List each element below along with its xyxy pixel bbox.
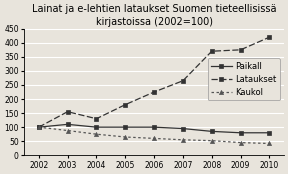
Kaukol [37,126,41,128]
Legend: Paikall, Lataukset, Kaukol: Paikall, Lataukset, Kaukol [208,58,280,100]
Lataukset [95,118,98,120]
Kaukol [210,140,213,142]
Lataukset [152,91,156,93]
Lataukset [210,50,213,52]
Paikall [124,126,127,128]
Kaukol [239,142,242,144]
Lataukset [66,111,69,113]
Line: Lataukset: Lataukset [37,35,272,129]
Lataukset [124,104,127,106]
Lataukset [268,36,271,38]
Kaukol [181,139,185,141]
Paikall [66,123,69,125]
Title: Lainat ja e-lehtien lataukset Suomen tieteellisissä
kirjastoissa (2002=100): Lainat ja e-lehtien lataukset Suomen tie… [32,4,276,27]
Line: Kaukol: Kaukol [37,125,272,145]
Paikall [239,132,242,134]
Paikall [210,130,213,132]
Line: Paikall: Paikall [37,122,272,135]
Kaukol [95,133,98,135]
Paikall [95,126,98,128]
Lataukset [239,49,242,51]
Paikall [152,126,156,128]
Kaukol [66,129,69,132]
Lataukset [37,126,41,128]
Lataukset [181,80,185,82]
Kaukol [152,137,156,139]
Paikall [37,126,41,128]
Kaukol [268,143,271,145]
Paikall [181,128,185,130]
Kaukol [124,136,127,138]
Paikall [268,132,271,134]
